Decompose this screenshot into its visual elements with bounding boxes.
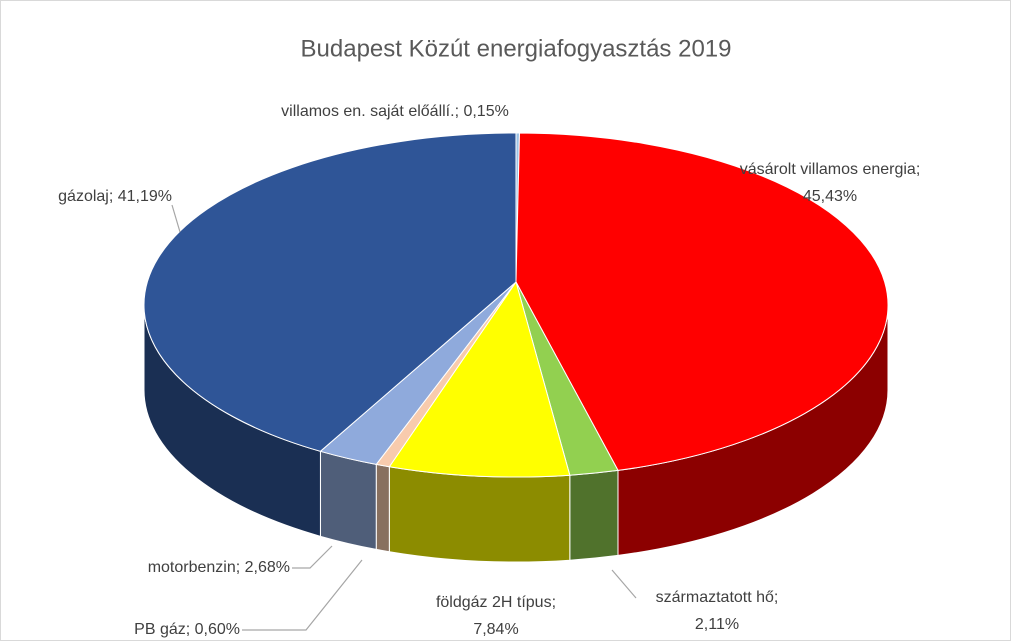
data-label: motorbenzin; 2,68% [148,559,290,576]
data-label: villamos en. saját előállí.; 0,15% [281,103,509,120]
data-label: 2,11% [695,616,739,633]
data-label: 7,84% [473,621,518,638]
slice [388,280,571,478]
slice [143,132,517,452]
leader-line [242,559,363,631]
data-label: gázolaj; 41,19% [58,188,172,205]
data-label: PB gáz; 0,60% [134,621,240,638]
data-label: földgáz 2H típus; [436,594,556,611]
data-label: 45,43% [803,188,857,205]
slice-side [375,463,390,553]
leader-line [171,204,181,233]
data-label: származtatott hő; [656,589,779,606]
slice-side [388,466,571,563]
slice-side [319,450,377,551]
chart-title: Budapest Közút energiafogyasztás 2019 [301,35,732,62]
leader-line [611,569,637,599]
leader-line [292,545,333,569]
data-label: vásárolt villamos energia; [740,161,921,178]
slice [515,132,889,471]
slice-side [569,469,619,561]
